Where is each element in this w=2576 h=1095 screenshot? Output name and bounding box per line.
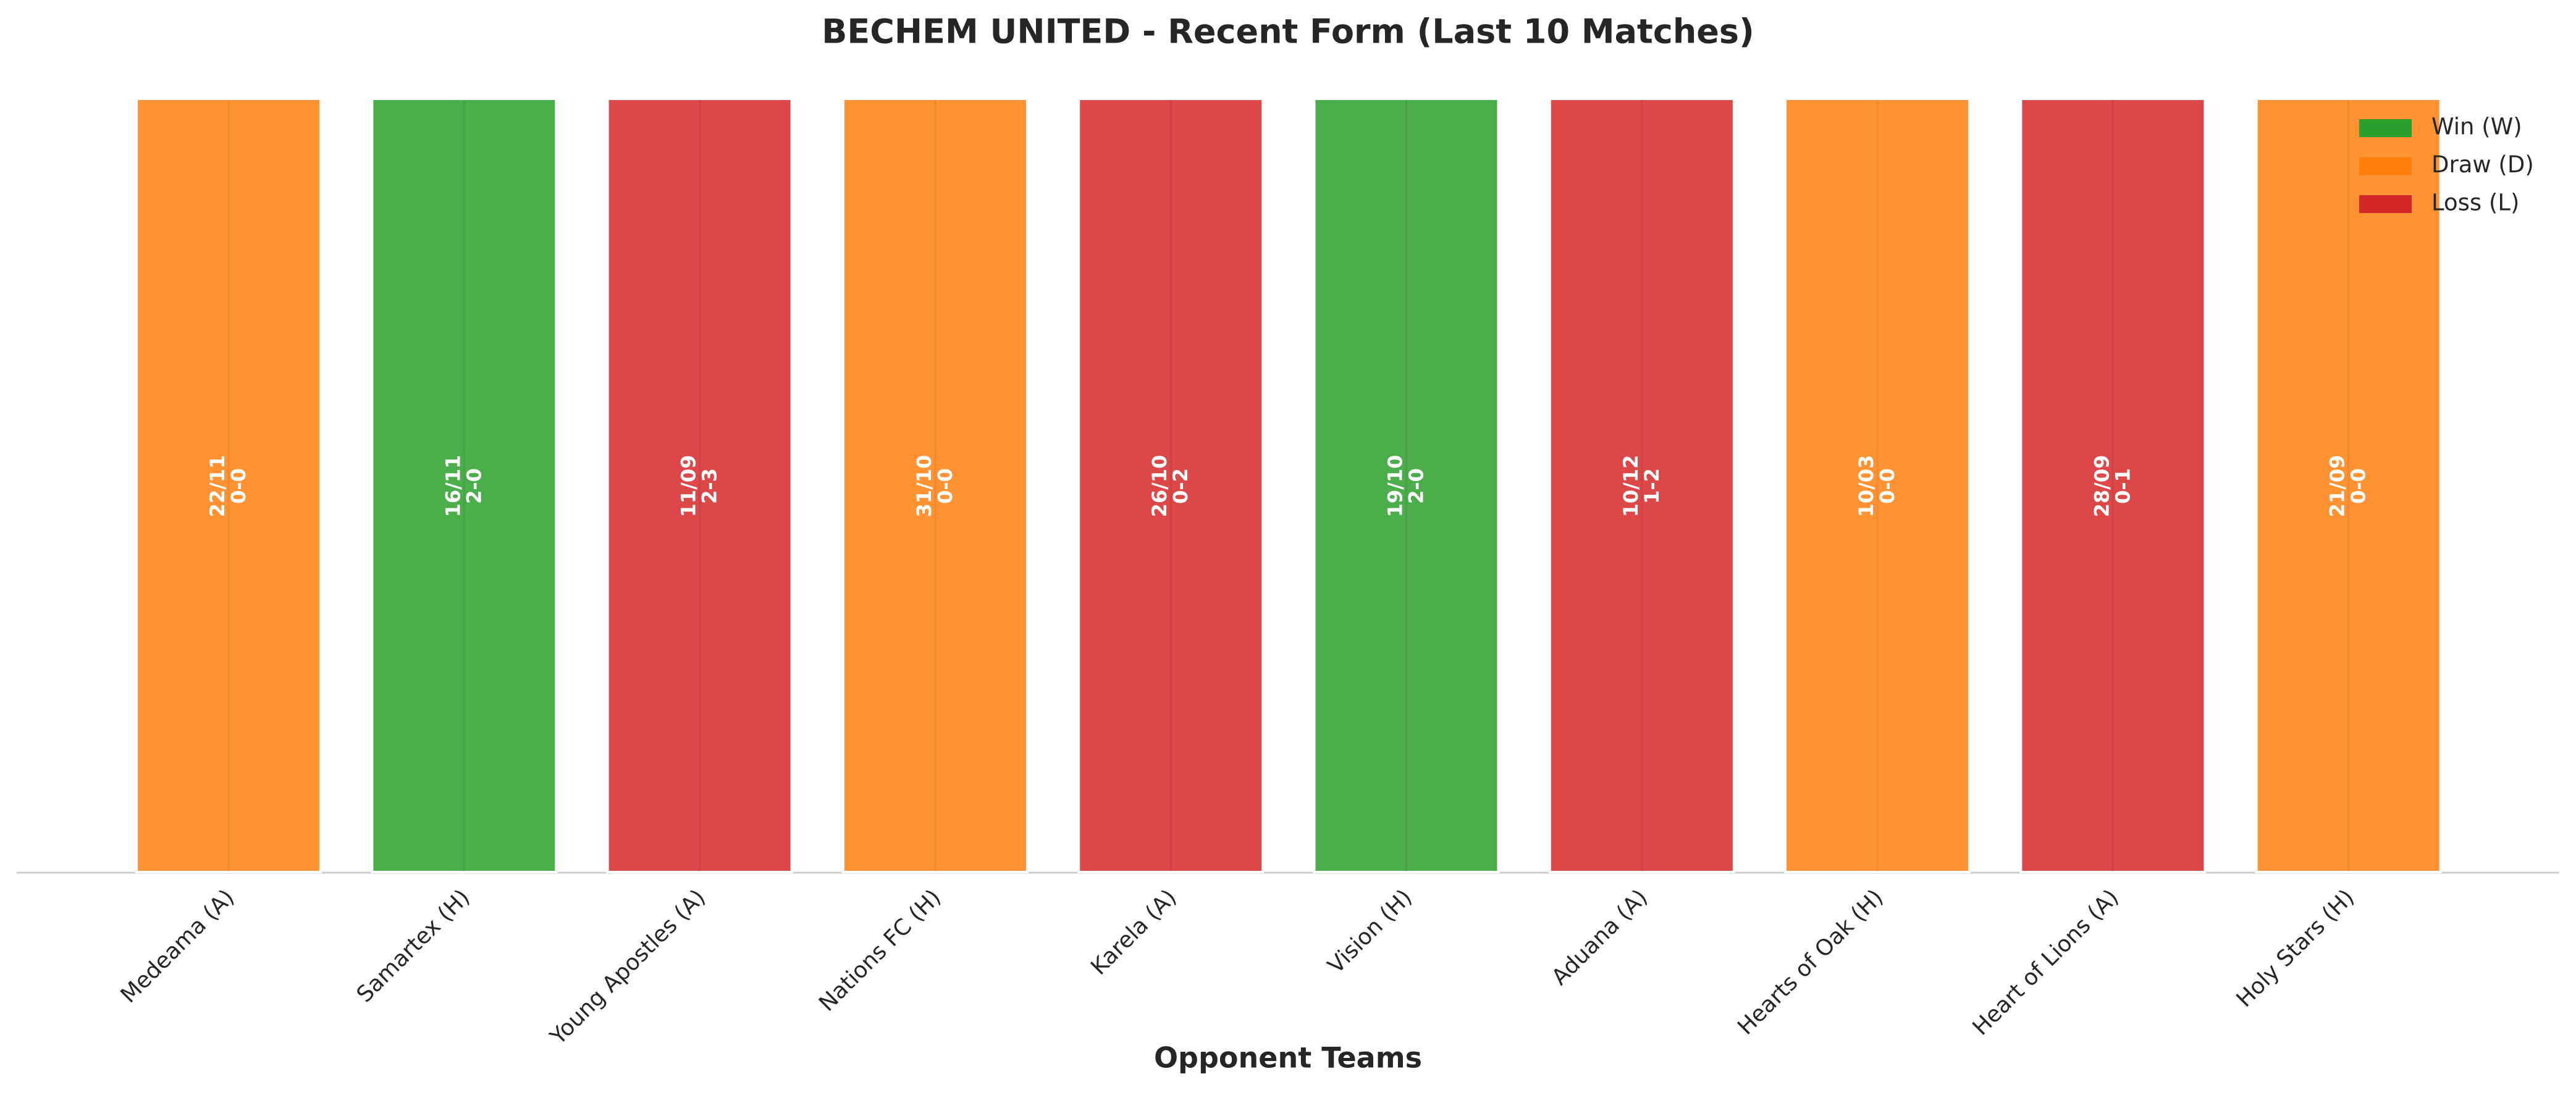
bar [1548,98,1735,873]
match-date: 10/12 [1619,455,1643,518]
match-score: 2-3 [698,468,722,504]
match-score: 0-2 [1169,468,1192,504]
match-date: 22/11 [206,455,229,518]
x-tick-label: Vision (H) [1323,884,1417,978]
x-tick-label: Samartex (H) [352,884,475,1007]
bar-label: 31/100-0 [912,455,957,518]
bar [606,98,793,873]
match-score: 0-0 [2347,468,2370,504]
bar [1077,98,1265,873]
chart-title: BECHEM UNITED - Recent Form (Last 10 Mat… [822,12,1754,51]
legend-swatch [2359,195,2412,213]
match-score: 0-0 [227,468,250,504]
bar [841,98,1029,873]
match-date: 11/09 [677,455,701,518]
bar [371,98,558,873]
bar-label: 26/100-2 [1148,455,1192,518]
bar-label: 10/030-0 [1854,455,1899,518]
x-tick-label: Nations FC (H) [814,884,946,1016]
match-score: 2-0 [462,468,486,504]
bar [1313,98,1500,873]
match-score: 0-0 [933,468,957,504]
legend-label: Draw (D) [2431,151,2534,178]
bar [1784,98,1971,873]
match-date: 10/03 [1854,455,1878,518]
x-tick-label: Heart of Lions (A) [1968,884,2124,1040]
x-axis-label: Opponent Teams [1154,1041,1422,1075]
match-date: 31/10 [912,455,936,518]
x-tick-label: Karela (A) [1086,884,1181,980]
match-date: 19/10 [1384,455,1407,518]
match-score: 2-0 [1405,468,1428,504]
match-score: 0-1 [2111,468,2134,504]
bar-label: 10/121-2 [1619,455,1664,518]
bar-label: 16/112-0 [441,455,486,518]
x-tick-label: Holy Stars (H) [2232,884,2360,1012]
x-tick-label: Hearts of Oak (H) [1733,884,1888,1039]
match-date: 26/10 [1148,455,1171,518]
legend-label: Win (W) [2431,114,2522,140]
legend-swatch [2359,119,2412,137]
bar [2019,98,2207,873]
bar-label: 21/090-0 [2326,455,2370,518]
x-tick-label: Young Apostles (A) [545,884,710,1050]
match-date: 16/11 [441,455,465,518]
bar-label: 22/110-0 [206,455,250,518]
x-tick-label: Aduana (A) [1547,884,1652,990]
bar [2255,98,2442,873]
match-score: 0-0 [1875,468,1899,504]
bar-label: 19/102-0 [1384,455,1428,518]
legend-label: Loss (L) [2431,190,2519,216]
bar [135,98,322,873]
match-date: 21/09 [2326,455,2349,518]
match-score: 1-2 [1640,468,1664,504]
bar-label: 28/090-1 [2090,455,2134,518]
match-date: 28/09 [2090,455,2113,518]
bar-label: 11/092-3 [677,455,722,518]
x-tick-label: Medeama (A) [116,884,240,1008]
legend-swatch [2359,157,2412,175]
